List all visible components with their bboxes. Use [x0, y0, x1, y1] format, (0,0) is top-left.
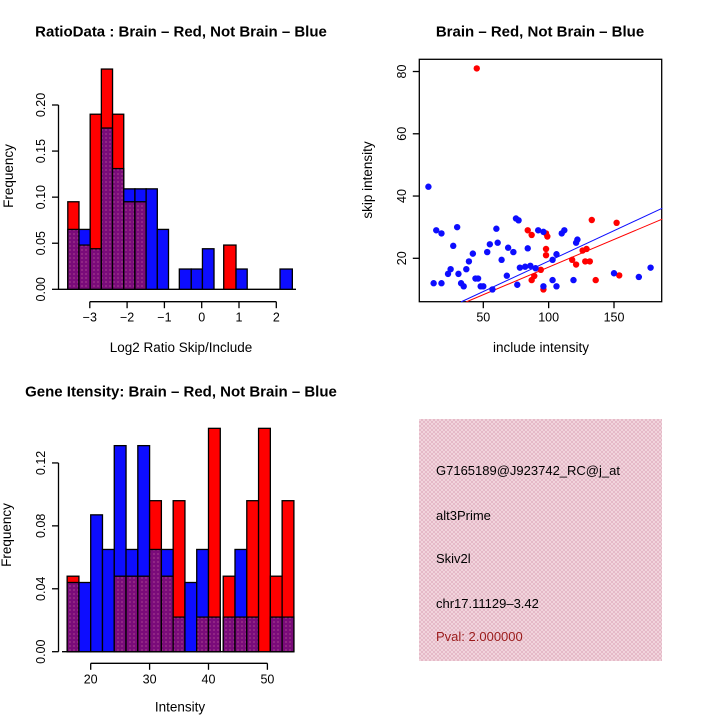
gene-name-text: Skiv2l — [436, 551, 471, 566]
svg-text:50: 50 — [260, 672, 274, 686]
svg-text:−1: −1 — [157, 311, 171, 325]
svg-text:Frequency: Frequency — [0, 503, 14, 567]
svg-text:skip intensity: skip intensity — [360, 141, 375, 219]
svg-text:RatioData : Brain – Red, Not B: RatioData : Brain – Red, Not Brain – Blu… — [35, 24, 327, 41]
svg-text:Brain – Red, Not Brain – Blue: Brain – Red, Not Brain – Blue — [436, 24, 644, 41]
svg-text:0.00: 0.00 — [34, 277, 48, 301]
svg-text:2: 2 — [273, 311, 280, 325]
svg-text:0.04: 0.04 — [34, 577, 48, 601]
locus-text: chr17.11129–3.42 — [436, 596, 539, 611]
svg-text:20: 20 — [84, 672, 98, 686]
ratio-histogram-panel: RatioData : Brain – Red, Not Brain – Blu… — [1, 24, 327, 356]
svg-text:100: 100 — [538, 311, 559, 325]
svg-text:150: 150 — [604, 311, 625, 325]
svg-text:20: 20 — [395, 251, 409, 265]
svg-text:40: 40 — [395, 189, 409, 203]
svg-text:60: 60 — [395, 127, 409, 141]
svg-text:include intensity: include intensity — [493, 340, 589, 355]
svg-text:0: 0 — [198, 311, 205, 325]
svg-text:0.12: 0.12 — [34, 451, 48, 475]
svg-text:0.10: 0.10 — [34, 185, 48, 209]
svg-text:50: 50 — [476, 311, 490, 325]
svg-text:Intensity: Intensity — [155, 700, 206, 715]
svg-text:−2: −2 — [120, 311, 134, 325]
intensity-scatter-panel: Brain – Red, Not Brain – Blue include int… — [360, 24, 663, 355]
svg-text:1: 1 — [236, 311, 243, 325]
svg-text:40: 40 — [202, 672, 216, 686]
svg-text:0.05: 0.05 — [34, 231, 48, 255]
svg-text:80: 80 — [395, 65, 409, 79]
gene-intensity-histogram-panel: Gene Itensity: Brain – Red, Not Brain – … — [0, 384, 337, 715]
svg-text:0.00: 0.00 — [34, 639, 48, 663]
info-box: G7165189@J923742_RC@j_at alt3Prime Skiv2… — [419, 419, 662, 661]
svg-text:Log2 Ratio Skip/Include: Log2 Ratio Skip/Include — [110, 340, 253, 355]
pval-line: Pval: 2.000000 — [436, 629, 523, 644]
svg-text:Gene Itensity: Brain – Red, No: Gene Itensity: Brain – Red, Not Brain – … — [25, 384, 337, 401]
svg-text:0.08: 0.08 — [34, 514, 48, 538]
svg-text:0.20: 0.20 — [34, 93, 48, 117]
probe-id-text: G7165189@J923742_RC@j_at — [436, 463, 620, 478]
svg-text:30: 30 — [143, 672, 157, 686]
svg-text:Frequency: Frequency — [1, 144, 16, 208]
svg-text:0.15: 0.15 — [34, 139, 48, 163]
svg-text:−3: −3 — [83, 311, 97, 325]
splice-type-text: alt3Prime — [436, 508, 491, 523]
